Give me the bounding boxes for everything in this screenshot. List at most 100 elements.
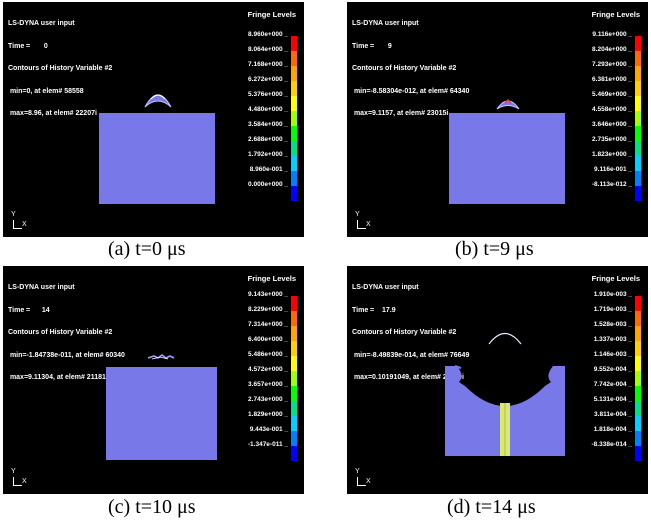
fringe-color-segment [291, 51, 297, 66]
fringe-level: 7.293e+000 [592, 61, 632, 68]
fringe-color-segment [291, 386, 297, 401]
projectile-fragments [147, 354, 175, 360]
fringe-level: 1.792e+000 [248, 151, 288, 158]
fringe-level: 3.811e-004 [594, 411, 632, 418]
fringe-color-segment [291, 371, 297, 386]
fringe-level: 0.000e+000 [248, 181, 288, 188]
caption-a: (a) t=0 μs [108, 238, 186, 260]
fringe-level: 1.818e-004 [594, 426, 632, 433]
fringe-level: 9.116e-001 [594, 166, 632, 173]
fringe-color-segment [635, 356, 641, 371]
fringe-color-segment [291, 446, 297, 461]
fringe-color-segment [291, 156, 297, 171]
caption-d: (d) t=14 μs [447, 496, 536, 518]
fringe-color-segment [291, 296, 297, 311]
fringe-color-segment [291, 431, 297, 446]
fringe-color-segment [635, 171, 641, 186]
fringe-color-segment [635, 311, 641, 326]
fringe-colorbar [635, 36, 641, 201]
fringe-color-segment [635, 296, 641, 311]
fringe-color-segment [635, 126, 641, 141]
projectile-shell [496, 99, 520, 110]
fringe-level: 6.400e+000 [248, 336, 288, 343]
fringe-level: 9.143e+000 [248, 291, 288, 298]
fringe-level-labels: 9.143e+000 8.229e+000 7.314e+000 6.400e+… [208, 291, 288, 451]
panel-header: LS-DYNA user input Time = 0 Contours of … [8, 20, 113, 117]
fringe-level: 8.960e-001 [250, 166, 288, 173]
fringe-color-segment [291, 66, 297, 81]
fringe-level: -1.347e-011 [248, 441, 288, 448]
fringe-color-segment [291, 171, 297, 186]
fringe-level: 1.910e-003 [594, 291, 632, 298]
fringe-level: 4.480e+000 [248, 106, 288, 113]
panel-header: LS-DYNA user input Time = 14 Contours of… [8, 284, 125, 381]
fringe-level: 5.469e+000 [592, 91, 632, 98]
fringe-color-segment [291, 401, 297, 416]
fringe-level: 2.688e+000 [248, 136, 288, 143]
fringe-color-segment [291, 126, 297, 141]
fringe-color-segment [635, 81, 641, 96]
fringe-level: 9.552e-004 [594, 366, 632, 373]
fringe-level: 1.823e+000 [592, 151, 632, 158]
axis-y-label: Y [355, 468, 360, 475]
projectile-shell [144, 94, 172, 108]
fringe-level-labels: 8.960e+000 8.064e+000 7.168e+000 6.272e+… [208, 31, 288, 191]
fringe-color-segment [291, 141, 297, 156]
fringe-color-segment [635, 416, 641, 431]
fringe-color-segment [635, 371, 641, 386]
fringe-levels-title: Fringe Levels [247, 10, 296, 19]
fringe-level: 5.486e+000 [248, 351, 288, 358]
fringe-level: 3.657e+000 [248, 381, 288, 388]
simulation-panel-b: LS-DYNA user input Time = 9 Contours of … [347, 2, 648, 237]
fringe-color-segment [635, 111, 641, 126]
axis-y-label: Y [11, 468, 16, 475]
fringe-level: -8.113e-012 [592, 181, 632, 188]
fringe-color-segment [635, 446, 641, 461]
fringe-levels-title: Fringe Levels [591, 10, 640, 19]
fringe-color-segment [291, 311, 297, 326]
fringe-color-segment [291, 416, 297, 431]
fringe-level: 1.528e-003 [594, 321, 632, 328]
fringe-colorbar [635, 296, 641, 461]
fringe-color-segment [291, 326, 297, 341]
fringe-color-segment [635, 51, 641, 66]
fringe-level: 1.146e-003 [594, 351, 632, 358]
axis-x-label: X [22, 221, 27, 228]
fringe-level: 3.584e+000 [248, 121, 288, 128]
axis-triad: Y X [11, 468, 29, 488]
fringe-level: 5.131e-004 [594, 396, 632, 403]
fringe-level: 4.558e+000 [592, 106, 632, 113]
fringe-level: 9.116e+000 [592, 31, 632, 38]
fringe-levels-title: Fringe Levels [591, 274, 640, 283]
fringe-color-segment [635, 156, 641, 171]
fringe-color-segment [291, 186, 297, 201]
fringe-color-segment [291, 356, 297, 371]
fringe-color-segment [635, 401, 641, 416]
fringe-color-segment [635, 431, 641, 446]
panel-header: LS-DYNA user input Time = 17.9 Contours … [352, 284, 470, 381]
axis-y-label: Y [11, 211, 16, 218]
fringe-level: 2.743e+000 [248, 396, 288, 403]
fringe-level: 1.829e+000 [248, 411, 288, 418]
fringe-color-segment [635, 66, 641, 81]
fringe-level: 7.168e+000 [248, 61, 288, 68]
fringe-colorbar [291, 296, 297, 461]
fringe-color-segment [291, 96, 297, 111]
axis-triad: Y X [11, 211, 29, 231]
fringe-color-segment [291, 341, 297, 356]
panel-header: LS-DYNA user input Time = 9 Contours of … [352, 20, 470, 117]
fringe-level: 6.272e+000 [248, 76, 288, 83]
fringe-color-segment [291, 36, 297, 51]
fringe-level: 9.443e-001 [250, 426, 288, 433]
fringe-color-segment [635, 96, 641, 111]
fringe-level: 6.381e+000 [592, 76, 632, 83]
fringe-level: 1.337e-003 [594, 336, 632, 343]
fringe-level: 7.742e-004 [594, 381, 632, 388]
ejected-projectile-arc [488, 332, 522, 345]
fringe-color-segment [635, 186, 641, 201]
fringe-level: 2.735e+000 [592, 136, 632, 143]
fringe-level: 1.719e-003 [594, 306, 632, 313]
fringe-levels-title: Fringe Levels [247, 274, 296, 283]
fringe-level: 7.314e+000 [248, 321, 288, 328]
axis-y-label: Y [355, 211, 360, 218]
